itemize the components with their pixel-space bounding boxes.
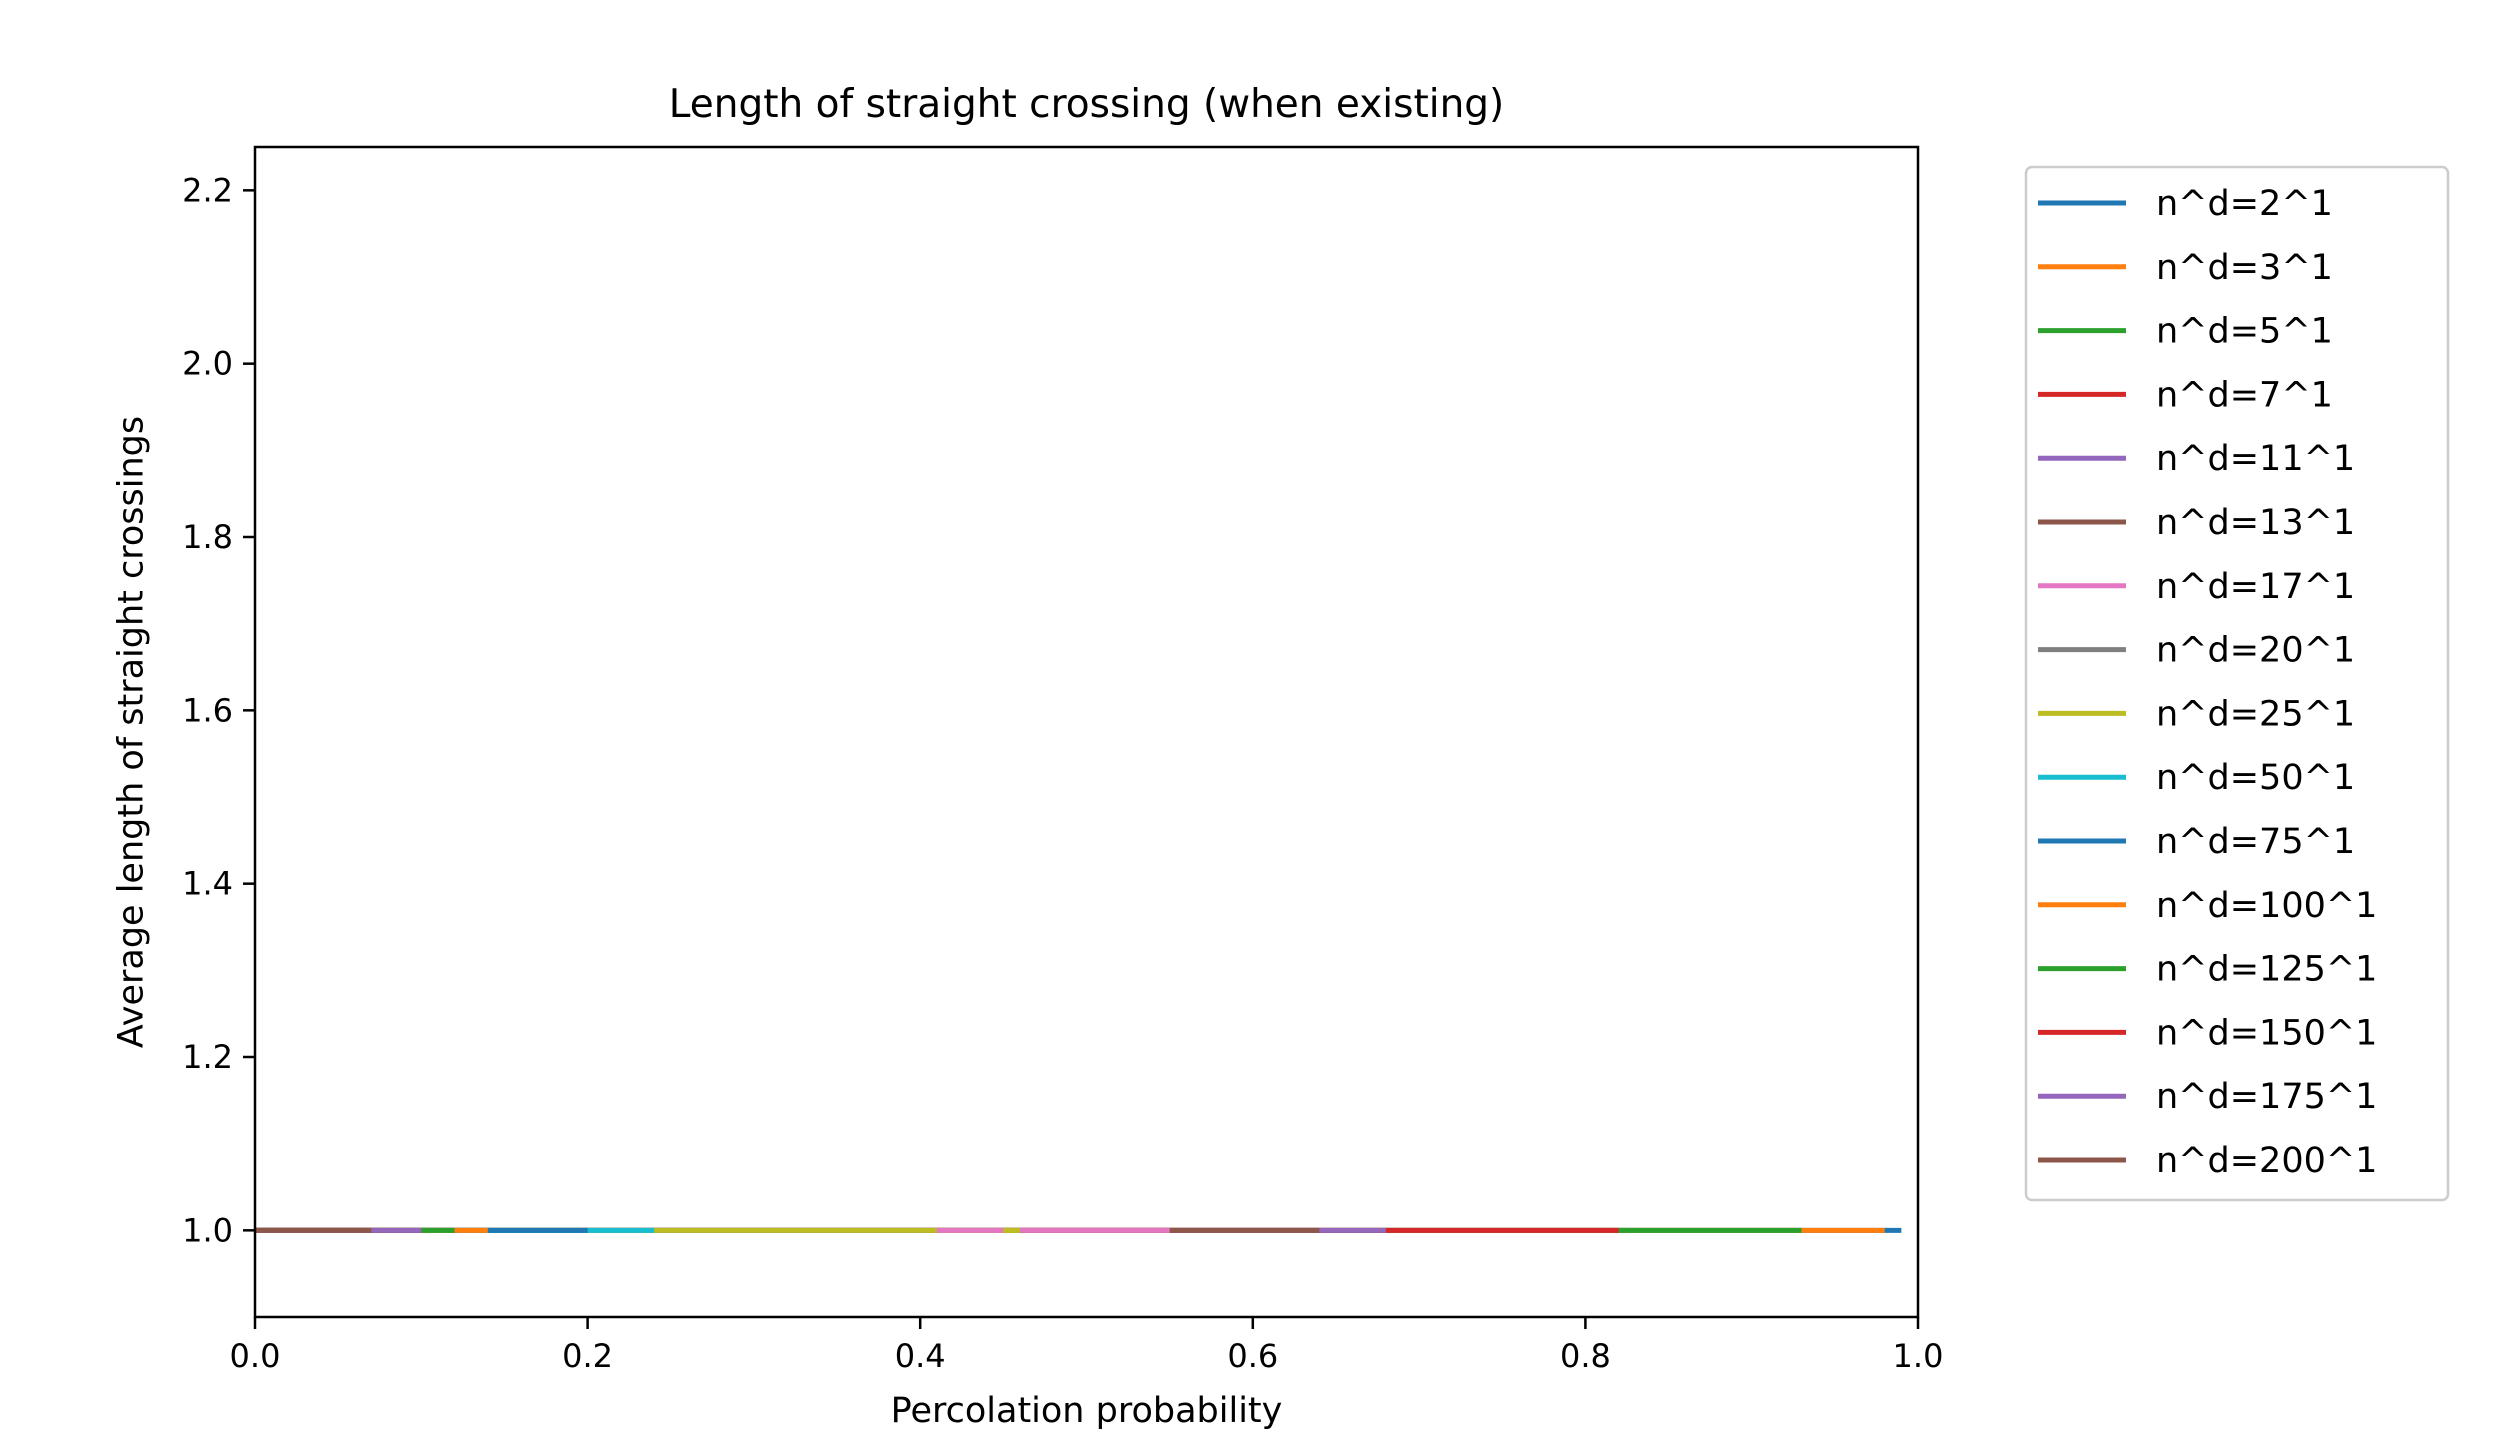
legend-label: n^d=7^1 [2156,375,2333,415]
legend-label: n^d=125^1 [2156,950,2377,990]
y-tick-label: 1.0 [182,1211,233,1249]
y-axis: 1.0 1.2 1.4 1.6 1.8 2.0 2.2 [182,171,255,1249]
chart-title: Length of straight crossing (when existi… [669,82,1505,127]
legend-label: n^d=50^1 [2156,758,2355,798]
legend-label: n^d=2^1 [2156,184,2333,224]
x-tick-label: 1.0 [1893,1337,1944,1375]
y-tick-label: 1.2 [182,1038,233,1076]
x-tick-label: 0.6 [1227,1337,1278,1375]
legend-label: n^d=13^1 [2156,503,2355,543]
y-tick-label: 1.8 [182,518,233,556]
legend-label: n^d=200^1 [2156,1141,2377,1181]
plot-frame [253,145,1920,1319]
x-tick-label: 0.0 [230,1337,281,1375]
y-tick-label: 1.6 [182,691,233,729]
legend-label: n^d=175^1 [2156,1077,2377,1117]
x-axis: 0.0 0.2 0.4 0.6 0.8 1.0 [230,1317,1944,1375]
legend-label: n^d=20^1 [2156,631,2355,671]
legend-label: n^d=17^1 [2156,567,2355,607]
x-tick-label: 0.2 [562,1337,613,1375]
y-tick-label: 2.2 [182,171,233,209]
legend-box [2024,165,2450,1202]
legend-label: n^d=75^1 [2156,822,2355,862]
x-tick-label: 0.8 [1560,1337,1611,1375]
legend-label: n^d=11^1 [2156,439,2355,479]
legend-label: n^d=150^1 [2156,1013,2377,1053]
x-tick-label: 0.4 [895,1337,946,1375]
legend-label: n^d=3^1 [2156,248,2333,288]
legend: n^d=2^1 n^d=3^1 n^d=5^1 n^d=7^1 n^d=11^1 n^d=… [2024,165,2450,1202]
legend-label: n^d=100^1 [2156,886,2377,926]
y-axis-label: Average length of straight crossings [111,416,151,1048]
legend-label: n^d=5^1 [2156,312,2333,352]
y-tick-label: 1.4 [182,865,233,903]
x-axis-label: Percolation probability [891,1391,1283,1431]
y-tick-label: 2.0 [182,345,233,383]
legend-label: n^d=25^1 [2156,694,2355,734]
